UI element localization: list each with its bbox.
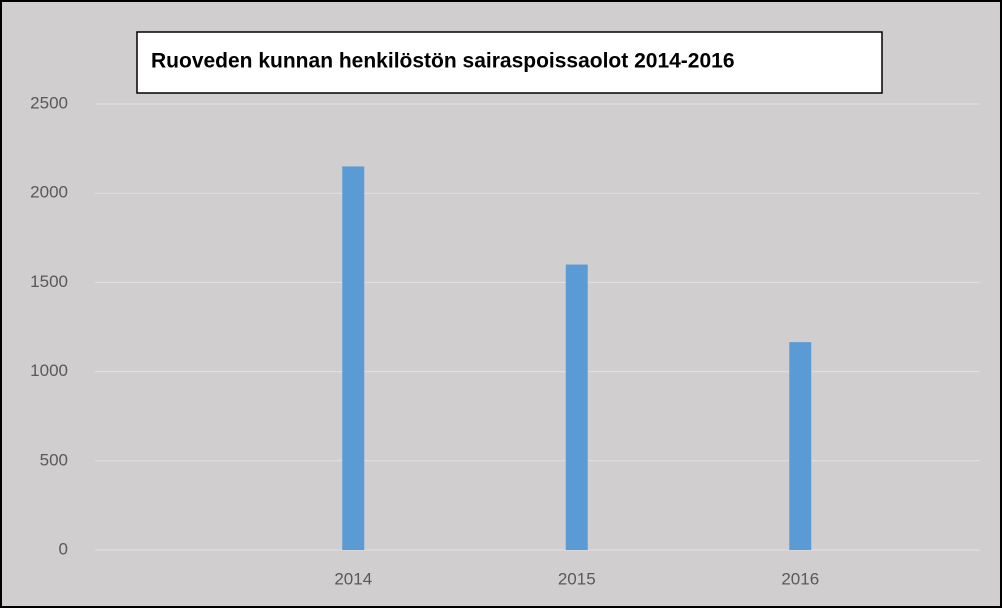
bar — [342, 166, 365, 550]
y-tick-label: 1500 — [30, 272, 68, 291]
grid: 0 500 1000 1500 2000 2500 — [30, 93, 980, 558]
y-tick-label: 2500 — [30, 93, 68, 112]
bar — [789, 342, 812, 550]
marks: 2014 2015 2016 — [334, 166, 819, 588]
y-tick-label: 2000 — [30, 183, 68, 202]
bar — [565, 264, 588, 550]
title-box — [136, 31, 883, 94]
y-tick-label: 1000 — [30, 361, 68, 380]
x-tick-label: 2015 — [558, 569, 596, 588]
chart-title: Ruoveden kunnan henkilöstön sairaspoissa… — [151, 50, 735, 73]
y-tick-label: 500 — [40, 450, 68, 469]
y-tick-label: 0 — [59, 539, 68, 558]
x-tick-label: 2016 — [781, 569, 819, 588]
x-tick-label: 2014 — [334, 569, 372, 588]
